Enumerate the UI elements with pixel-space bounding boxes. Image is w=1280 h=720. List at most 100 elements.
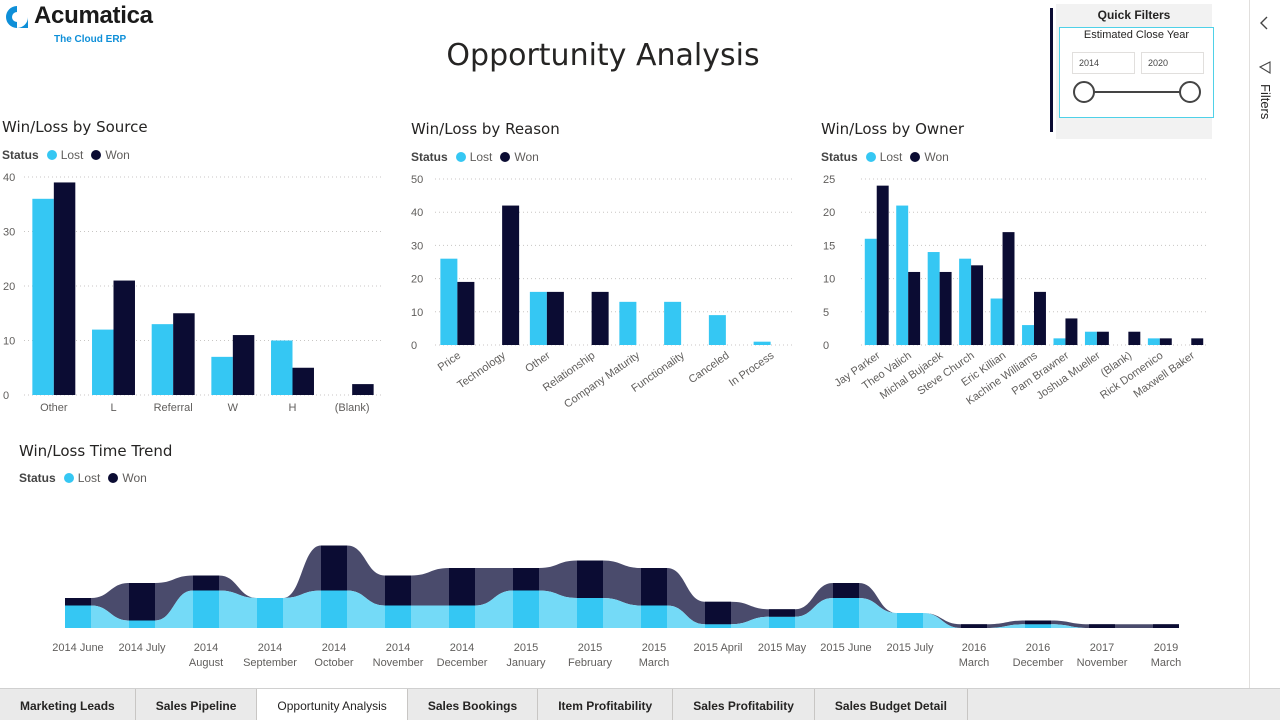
y-tick-label: 5	[823, 307, 829, 319]
year-to-input[interactable]: 2020	[1141, 52, 1204, 74]
lost-column	[769, 616, 795, 628]
x-tick-label: (Blank)	[335, 402, 370, 414]
y-tick-label: 25	[823, 174, 835, 186]
won-column	[129, 583, 155, 621]
lost-column	[449, 605, 475, 628]
won-bar	[113, 280, 135, 395]
won-bar	[939, 271, 952, 345]
x-tick-label: In Process	[727, 349, 777, 389]
lost-bar	[32, 198, 54, 395]
legend-status-label: Status	[19, 471, 56, 485]
tab-opportunity-analysis[interactable]: Opportunity Analysis	[257, 689, 408, 720]
x-tick-label: 2016	[962, 642, 986, 654]
lost-bar	[440, 258, 458, 345]
slider-start-handle[interactable]	[1073, 81, 1095, 103]
won-column	[65, 598, 91, 606]
acumatica-logo-icon	[6, 6, 28, 28]
x-tick-label: November	[373, 657, 424, 669]
won-column	[321, 545, 347, 591]
x-tick-label: 2015 June	[820, 642, 871, 654]
tab-sales-profitability[interactable]: Sales Profitability	[673, 689, 815, 720]
legend-won-label: Won	[514, 150, 539, 164]
x-tick-label: Other	[523, 349, 553, 375]
filters-pane-label: Filters	[1258, 84, 1273, 120]
won-bar	[546, 291, 564, 345]
win-loss-time-trend-chart: 2014 June 2014 July 2014 August 2014 Septembe…	[52, 545, 1181, 669]
won-column	[769, 609, 795, 617]
lost-column	[65, 605, 91, 628]
y-tick-label: 30	[3, 227, 15, 239]
y-tick-label: 15	[823, 240, 835, 252]
acumatica-logo: Acumatica The Cloud ERP	[4, 2, 174, 46]
won-bar	[1159, 338, 1172, 345]
won-bar	[971, 265, 984, 345]
owner-chart-legend: Status Lost Won	[821, 150, 949, 164]
x-tick-label: 2014 July	[118, 642, 166, 654]
slicer-label: Estimated Close Year	[1083, 29, 1190, 41]
legend-lost-label: Lost	[469, 150, 493, 164]
won-bar	[232, 335, 255, 395]
won-bar	[457, 281, 475, 345]
tab-sales-pipeline[interactable]: Sales Pipeline	[136, 689, 258, 720]
won-bar	[292, 367, 314, 395]
legend-status-label: Status	[411, 150, 448, 164]
tab-item-profitability[interactable]: Item Profitability	[538, 689, 674, 720]
lost-bar	[619, 301, 637, 345]
x-tick-label: November	[1077, 657, 1128, 669]
legend-won-label: Won	[122, 471, 147, 485]
lost-bar	[959, 258, 972, 345]
legend-status-label: Status	[821, 150, 858, 164]
x-tick-label: 2019	[1154, 642, 1178, 654]
y-tick-label: 20	[411, 274, 423, 286]
x-tick-label: 2017	[1090, 642, 1114, 654]
lost-bar	[664, 301, 682, 345]
legend-lost-marker	[46, 150, 57, 160]
x-tick-label: 2015	[642, 642, 666, 654]
funnel-icon	[1259, 61, 1271, 74]
lost-bar	[990, 298, 1003, 345]
x-tick-label: March	[639, 657, 670, 669]
lost-column	[705, 624, 731, 628]
x-tick-label: 2014	[450, 642, 474, 654]
slider-track	[1084, 91, 1191, 93]
lost-column	[1025, 624, 1051, 628]
x-tick-label: L	[110, 402, 116, 414]
lost-column	[385, 605, 411, 628]
x-tick-label: Company Maturity	[562, 349, 642, 410]
tab-sales-budget-detail[interactable]: Sales Budget Detail	[815, 689, 968, 720]
slider-end-handle[interactable]	[1179, 81, 1201, 103]
won-bar	[1096, 331, 1109, 345]
tab-sales-bookings[interactable]: Sales Bookings	[408, 689, 539, 720]
logo-text: Acumatica	[34, 2, 153, 29]
y-tick-label: 10	[823, 274, 835, 286]
lost-column	[833, 598, 859, 628]
lost-bar	[927, 252, 940, 345]
x-tick-label: 2014	[258, 642, 282, 654]
quick-filters-divider	[1050, 8, 1053, 132]
x-tick-label: 2015 May	[758, 642, 807, 654]
lost-column	[193, 590, 219, 628]
lost-bar	[92, 329, 114, 395]
won-column	[577, 560, 603, 598]
legend-won-label: Won	[105, 148, 130, 162]
lost-column	[513, 590, 539, 628]
filters-pane-collapsed[interactable]: Filters	[1249, 0, 1280, 688]
legend-status-label: Status	[2, 148, 39, 162]
lost-bar	[708, 315, 726, 345]
reason-chart-legend: Status Lost Won	[411, 150, 539, 164]
x-tick-label: December	[1013, 657, 1064, 669]
x-tick-label: Technology	[455, 349, 508, 391]
lost-bar	[211, 356, 233, 395]
lost-column	[321, 590, 347, 628]
tab-marketing-leads[interactable]: Marketing Leads	[0, 689, 136, 720]
x-tick-label: W	[228, 402, 239, 414]
won-bar	[1002, 232, 1015, 345]
x-tick-label: September	[243, 657, 297, 669]
year-from-input[interactable]: 2014	[1072, 52, 1135, 74]
y-tick-label: 0	[823, 340, 829, 352]
legend-won-marker	[910, 152, 921, 162]
trend-chart-title: Win/Loss Time Trend	[19, 442, 173, 460]
chevron-left-icon[interactable]	[1259, 16, 1271, 30]
